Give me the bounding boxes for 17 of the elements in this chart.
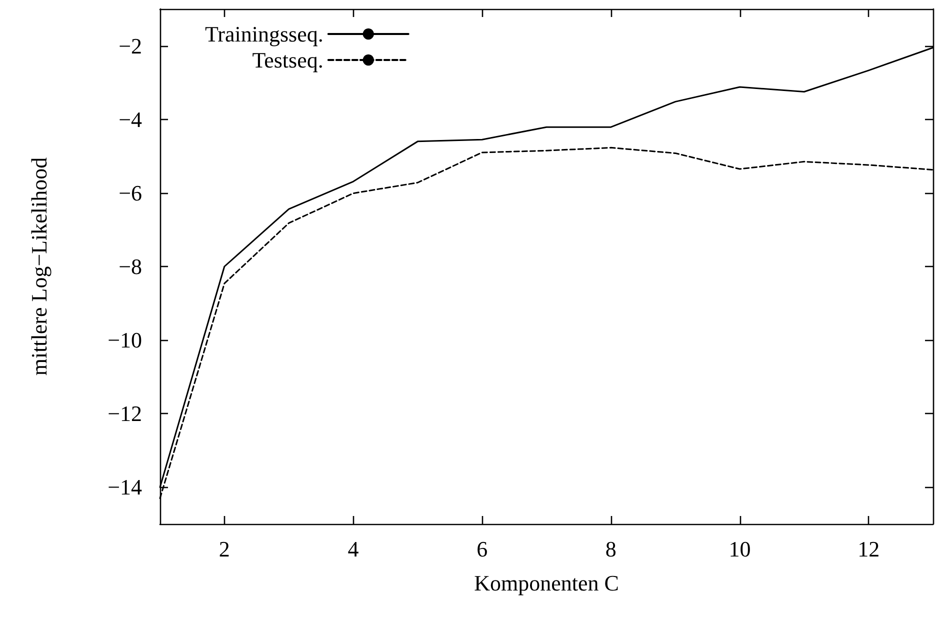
x-tick-label: 2 (218, 536, 230, 562)
y-tick-label: −10 (108, 328, 142, 353)
x-tick-label: 12 (858, 536, 880, 562)
x-axis-title: Komponenten C (474, 570, 619, 596)
legend-label: Trainingsseq. (204, 22, 324, 46)
y-tick-label: −12 (108, 401, 142, 426)
x-tick-label: 10 (728, 536, 751, 562)
legend-label: Testseq. (252, 48, 324, 72)
y-tick-label: −14 (108, 474, 142, 500)
y-tick-label: −8 (118, 254, 142, 279)
y-tick-label: −4 (118, 106, 142, 132)
x-tick-label: 8 (605, 536, 616, 562)
x-tick-label: 6 (476, 536, 488, 562)
y-tick-label: −2 (118, 33, 142, 58)
y-axis-title: mittlere Log−Likelihood (26, 157, 52, 376)
x-tick-label: 4 (348, 536, 359, 562)
y-tick-label: −6 (118, 180, 142, 206)
